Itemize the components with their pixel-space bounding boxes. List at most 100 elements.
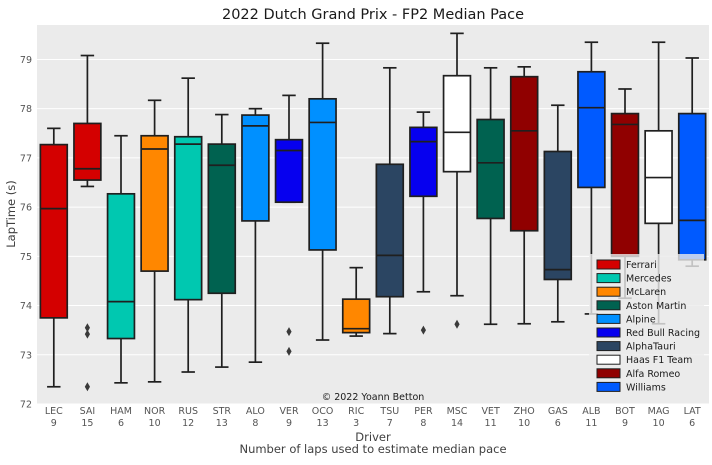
x-tick-laps: 11 xyxy=(485,418,497,429)
box-nor xyxy=(140,99,169,383)
legend-swatch xyxy=(596,368,621,379)
iqr-box xyxy=(39,143,69,319)
outlier-point xyxy=(454,319,460,329)
legend-swatch xyxy=(596,273,621,284)
box-ric xyxy=(341,266,371,337)
x-tick-laps: 9 xyxy=(286,418,292,429)
x-tick-laps: 10 xyxy=(653,418,665,429)
x-tick-driver: STR xyxy=(213,406,232,417)
outlier-point xyxy=(286,327,292,337)
x-tick-laps: 6 xyxy=(555,418,561,429)
x-tick-driver: GAS xyxy=(548,406,568,417)
x-tick-laps: 7 xyxy=(387,418,393,429)
legend-label: Williams xyxy=(626,382,666,393)
iqr-box xyxy=(409,126,438,198)
legend-label: Haas F1 Team xyxy=(626,355,692,366)
x-tick-driver: SAI xyxy=(80,406,96,417)
x-tick-laps: 9 xyxy=(51,418,57,429)
box-gas xyxy=(543,104,573,323)
y-tick-label: 79 xyxy=(20,55,32,66)
legend-swatch xyxy=(596,313,621,324)
x-tick-driver: ZHO xyxy=(514,406,535,417)
box-ver xyxy=(274,94,304,356)
x-tick-driver: LAT xyxy=(684,406,701,417)
x-tick-laps: 10 xyxy=(518,418,530,429)
legend-entry: Alpine xyxy=(596,313,656,325)
iqr-box xyxy=(476,118,505,220)
legend: Ferrari Mercedes McLaren Aston Martin Alpine… xyxy=(589,254,704,397)
box-ham xyxy=(106,134,136,384)
legend-swatch xyxy=(596,259,621,270)
box-bot xyxy=(610,88,640,300)
x-tick-driver: PER xyxy=(414,406,433,417)
outlier-point xyxy=(286,346,292,356)
legend-entry: McLaren xyxy=(596,286,666,298)
y-tick-label: 75 xyxy=(20,252,32,263)
y-tick-label: 73 xyxy=(20,350,32,361)
box-oco xyxy=(308,42,337,341)
x-tick-driver: ALO xyxy=(246,406,265,417)
x-tick-laps: 14 xyxy=(451,418,463,429)
iqr-box xyxy=(610,112,640,258)
box-vet xyxy=(476,66,505,326)
box-lat xyxy=(677,57,707,268)
y-tick-label: 72 xyxy=(20,400,32,411)
iqr-box xyxy=(543,150,573,281)
legend-label: Alpine xyxy=(626,314,656,325)
x-tick-driver: LEC xyxy=(45,406,63,417)
iqr-box xyxy=(274,138,304,204)
outlier-point xyxy=(84,323,90,333)
iqr-box xyxy=(577,70,606,189)
x-tick-driver: HAM xyxy=(110,406,132,417)
legend-entry: Williams xyxy=(596,381,666,393)
legend-entry: Aston Martin xyxy=(596,300,686,312)
x-tick-driver: RUS xyxy=(178,406,198,417)
x-tick-driver: OCO xyxy=(312,406,334,417)
box-rus xyxy=(173,77,203,373)
iqr-box xyxy=(677,112,707,261)
legend-swatch xyxy=(596,327,621,338)
legend-swatch xyxy=(596,300,621,311)
x-tick-labels: LEC9SAI15HAM6NOR10RUS12STR13ALO8VER9OCO1… xyxy=(45,406,701,429)
x-tick-laps: 3 xyxy=(353,418,359,429)
iqr-box xyxy=(106,192,136,340)
box-alo xyxy=(241,107,270,364)
x-tick-laps: 13 xyxy=(317,418,329,429)
x-tick-driver: MAG xyxy=(648,406,670,417)
x-tick-driver: NOR xyxy=(144,406,166,417)
credit-text: © 2022 Yoann Betton xyxy=(322,392,425,403)
box-tsu xyxy=(375,66,405,335)
iqr-box xyxy=(173,135,203,301)
y-axis-label: LapTime (s) xyxy=(4,180,18,248)
iqr-box xyxy=(207,143,237,295)
x-tick-driver: TSU xyxy=(379,406,399,417)
legend-label: Red Bull Racing xyxy=(626,328,700,339)
iqr-box xyxy=(375,163,405,298)
x-tick-laps: 13 xyxy=(216,418,228,429)
x-axis-label: Driver xyxy=(355,430,391,444)
box-str xyxy=(207,113,237,368)
legend-swatch xyxy=(596,354,621,365)
x-tick-laps: 6 xyxy=(689,418,695,429)
iqr-box xyxy=(308,97,337,251)
box-mag xyxy=(644,41,673,325)
outlier-point xyxy=(420,325,426,335)
y-tick-label: 78 xyxy=(20,104,32,115)
iqr-box xyxy=(241,114,270,222)
iqr-box xyxy=(140,134,169,272)
chart-title: 2022 Dutch Grand Prix - FP2 Median Pace xyxy=(222,7,524,23)
x-tick-driver: VER xyxy=(279,406,299,417)
iqr-box xyxy=(73,122,102,181)
x-tick-laps: 8 xyxy=(420,418,426,429)
legend-entry: Haas F1 Team xyxy=(596,354,692,366)
box-zho xyxy=(509,65,539,325)
legend-entry: Red Bull Racing xyxy=(596,327,700,339)
box-sai xyxy=(73,54,102,392)
x-tick-laps: 12 xyxy=(182,418,194,429)
x-tick-laps: 8 xyxy=(252,418,258,429)
outlier-point xyxy=(84,382,90,392)
x-tick-driver: RIC xyxy=(348,406,364,417)
x-tick-laps: 10 xyxy=(149,418,161,429)
